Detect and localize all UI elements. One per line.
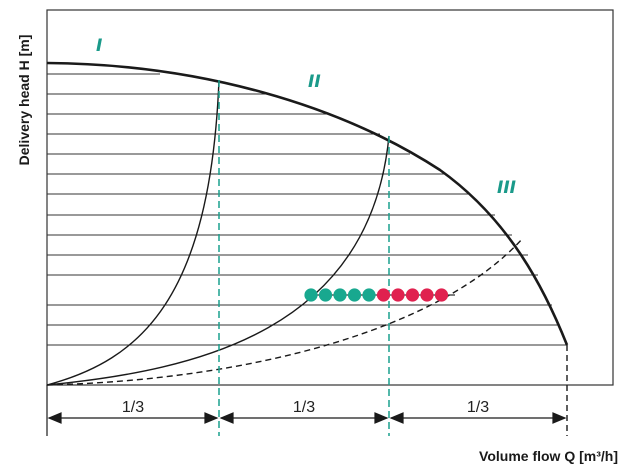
operating-point-green	[347, 288, 362, 302]
fraction-label-3: 1/3	[467, 399, 489, 416]
zone-label-2: II	[308, 72, 321, 92]
hatched-operating-area	[47, 73, 567, 346]
operating-point-red	[376, 288, 391, 302]
zone-label-1: I	[96, 36, 102, 56]
operating-point-green	[333, 288, 347, 302]
operating-point-red	[405, 288, 420, 302]
max-pump-curve	[46, 61, 569, 346]
system-curve-3-dashed	[46, 237, 524, 386]
operating-point-green	[318, 288, 333, 302]
operating-point-green	[362, 288, 376, 302]
y-axis-label: Delivery head H [m]	[16, 34, 32, 166]
operating-points	[304, 288, 449, 302]
plot-frame	[46, 9, 614, 386]
operating-point-green	[304, 288, 318, 302]
fraction-label-2: 1/3	[293, 399, 315, 416]
dimension-arrows	[47, 412, 567, 424]
operating-point-red	[420, 288, 434, 302]
operating-point-red	[391, 288, 405, 302]
system-curve-1	[46, 79, 220, 386]
fraction-label-1: 1/3	[122, 399, 144, 416]
zone-label-3: III	[497, 178, 516, 198]
system-curve-2	[46, 135, 390, 386]
operating-point-red	[434, 288, 449, 302]
x-axis-label: Volume flow Q [m³/h]	[479, 448, 618, 464]
